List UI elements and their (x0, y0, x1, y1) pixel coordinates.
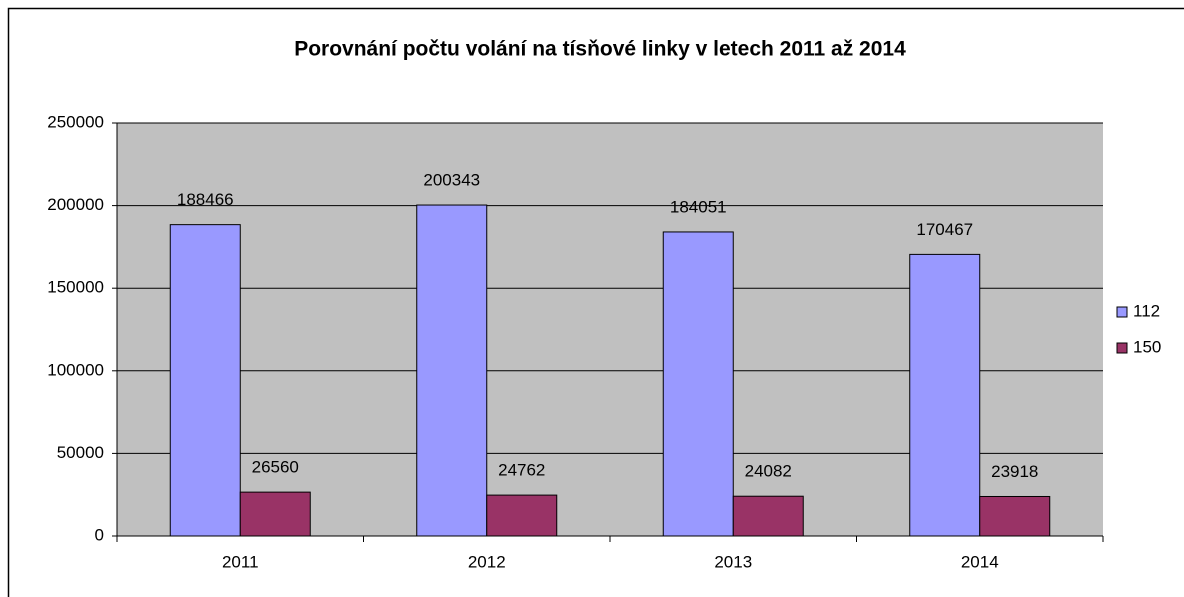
legend-swatch (1116, 306, 1128, 318)
legend-label: 150 (1133, 337, 1161, 356)
data-label: 24082 (745, 462, 792, 481)
x-tick-label: 2012 (468, 552, 506, 571)
y-tick-label: 250000 (47, 112, 104, 131)
data-label: 23918 (991, 462, 1038, 481)
chart-title: Porovnání počtu volání na tísňové linky … (294, 38, 906, 61)
bar (662, 231, 734, 537)
y-tick-label: 50000 (57, 443, 104, 462)
y-tick-label: 200000 (47, 195, 104, 214)
bar (169, 224, 241, 537)
y-tick-label: 0 (95, 525, 104, 544)
y-tick-label: 150000 (47, 278, 104, 297)
bar (239, 491, 311, 537)
data-label: 188466 (177, 190, 234, 209)
data-label: 200343 (423, 171, 480, 190)
bar (732, 495, 804, 537)
data-label: 26560 (252, 458, 299, 477)
x-tick-label: 2013 (714, 552, 752, 571)
bar (416, 204, 488, 537)
bar (979, 495, 1051, 537)
legend-label: 112 (1133, 301, 1160, 320)
bar (486, 494, 558, 537)
bar (909, 253, 981, 537)
legend-swatch (1116, 342, 1128, 354)
data-label: 24762 (498, 461, 545, 480)
data-label: 170467 (916, 220, 973, 239)
data-label: 184051 (670, 197, 727, 216)
x-tick-label: 2011 (222, 552, 259, 571)
y-tick-label: 100000 (47, 360, 104, 379)
x-tick-label: 2014 (961, 552, 999, 571)
